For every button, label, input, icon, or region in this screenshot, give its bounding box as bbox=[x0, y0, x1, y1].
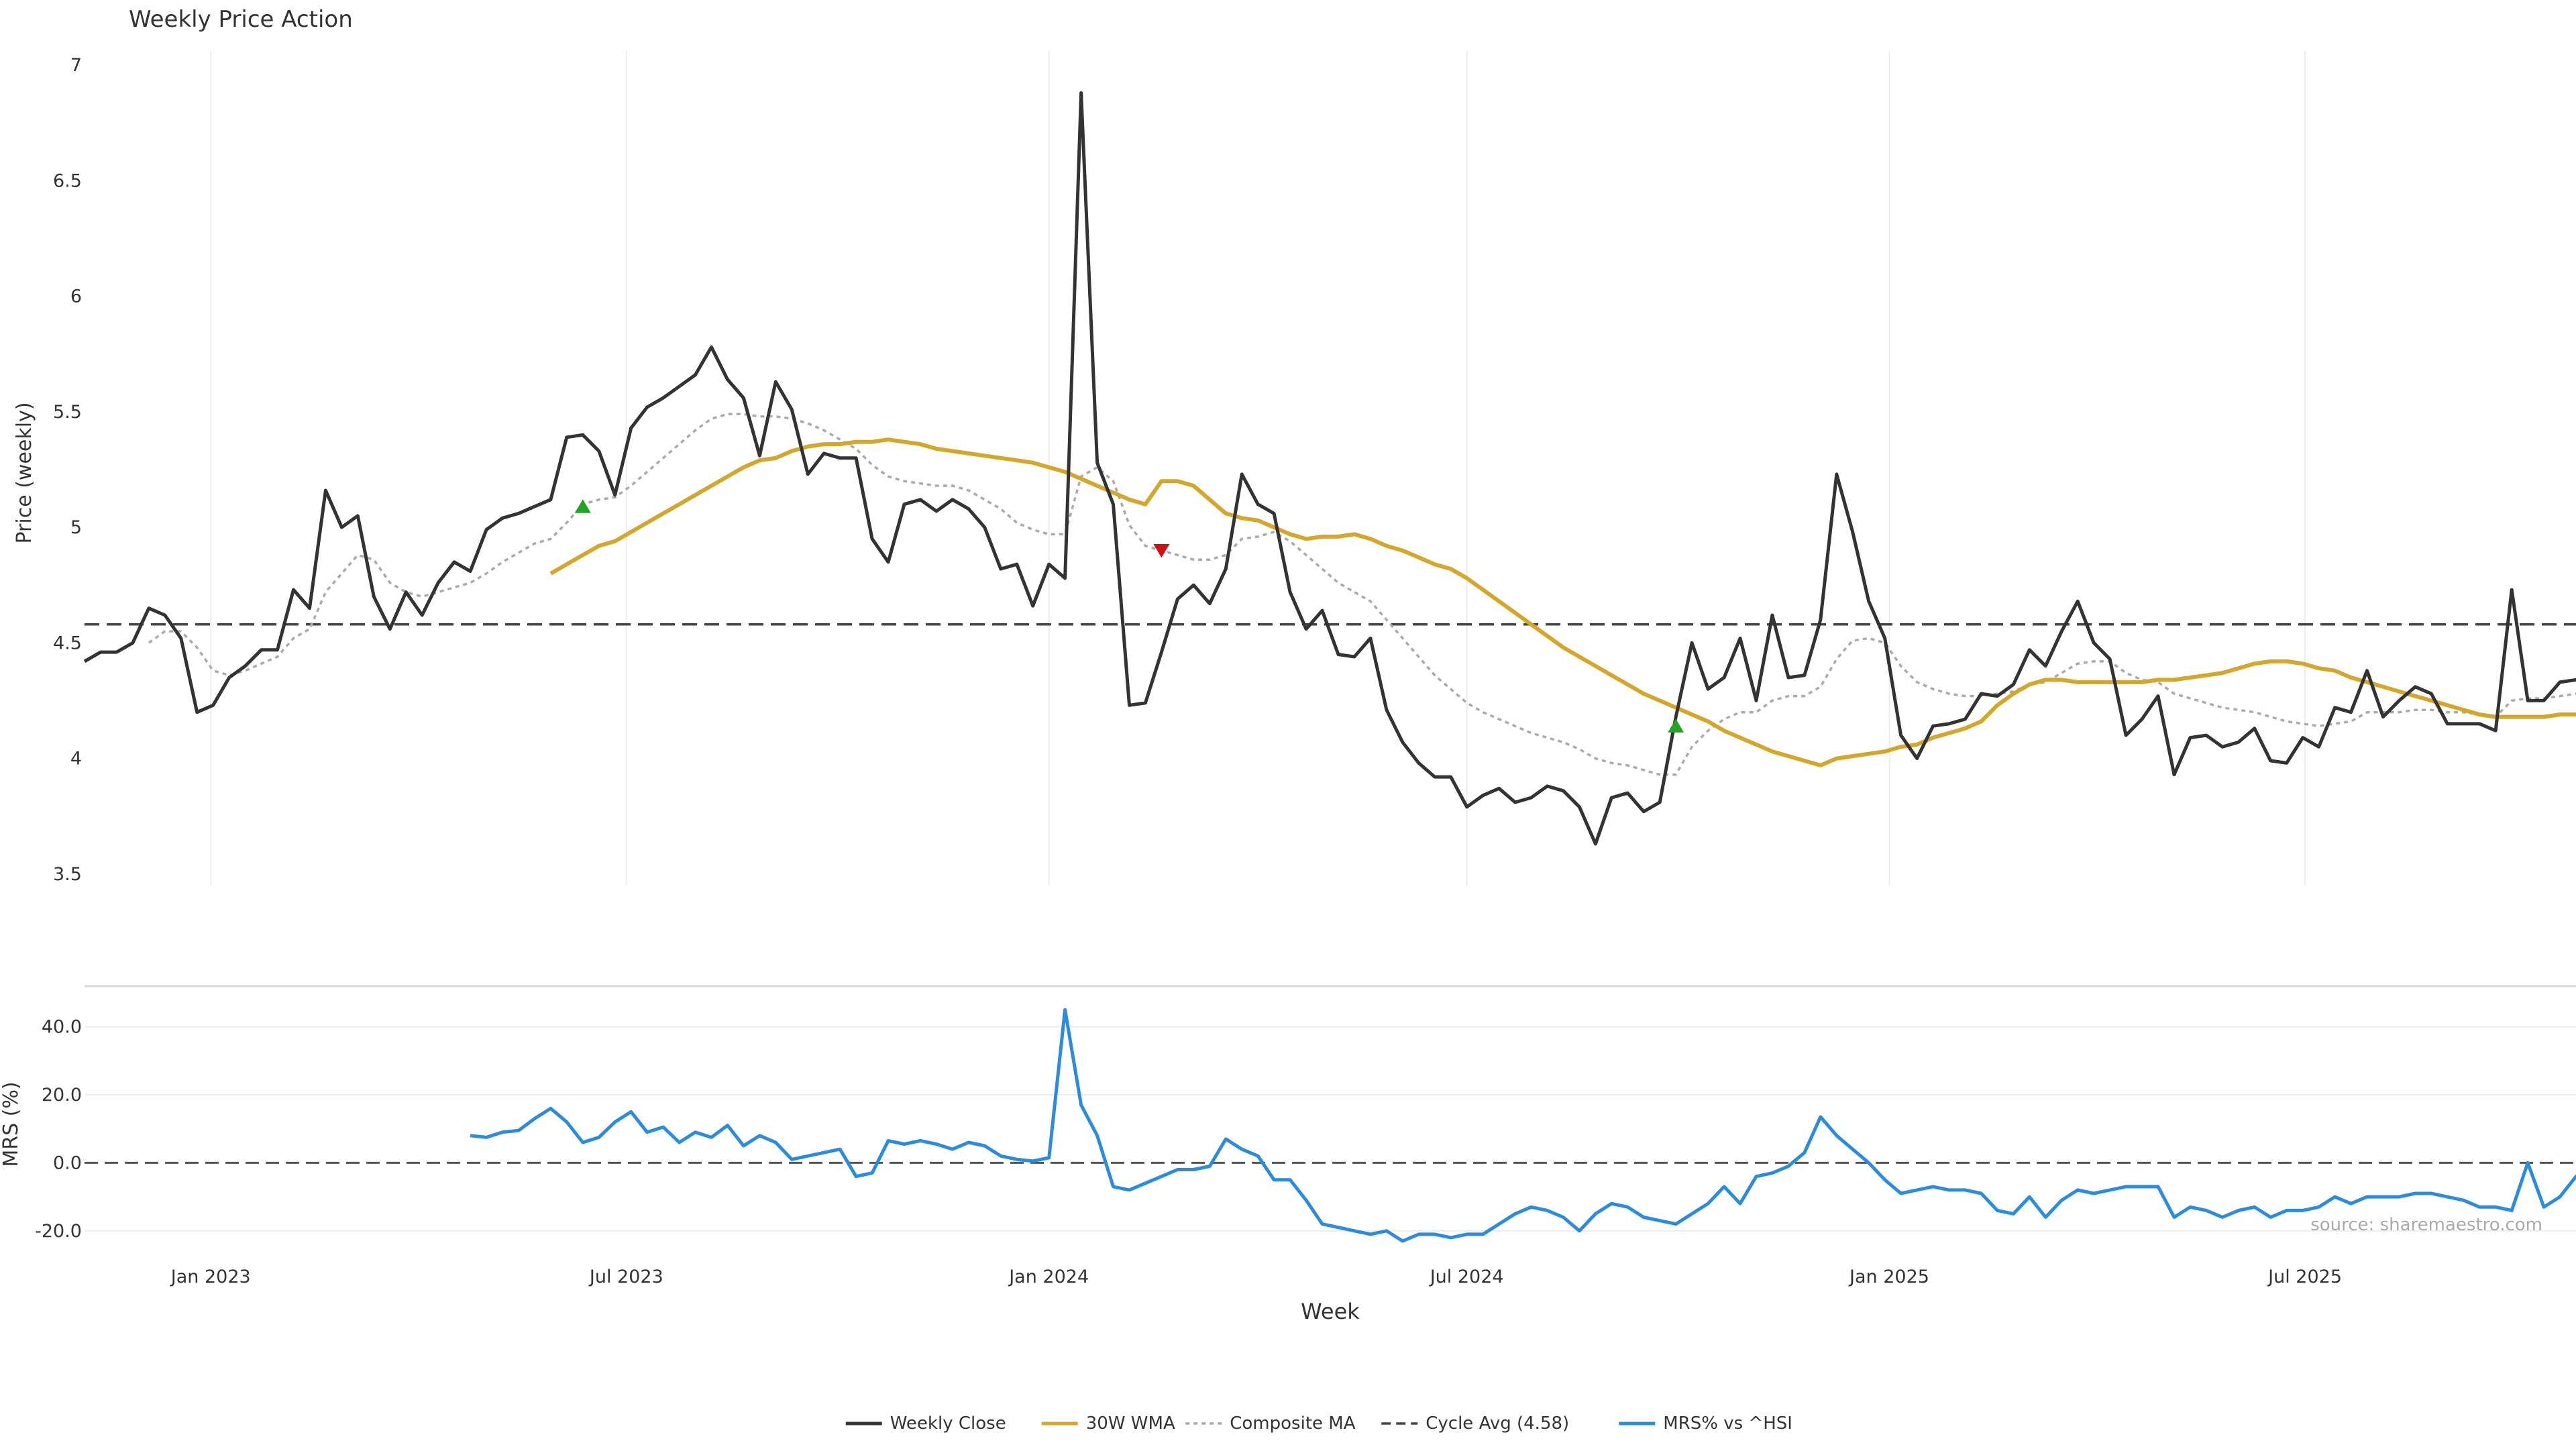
mrs-y-tick-label-40-0: 40.0 bbox=[42, 1017, 82, 1038]
sell-signal-marker-2 bbox=[1153, 543, 1170, 558]
mrs-y-tick-label-20-0: -20.0 bbox=[35, 1221, 82, 1242]
legend-item-30w-wma: 30W WMA bbox=[1041, 1413, 1175, 1434]
price-y-tick-label-7: 7 bbox=[70, 55, 82, 76]
legend-label-cycle-avg-4-58: Cycle Avg (4.58) bbox=[1426, 1413, 1569, 1434]
x-tick-label-jul-2025: Jul 2025 bbox=[2267, 1267, 2342, 1287]
legend-item-mrs-vs-hsi: MRS% vs ^HSI bbox=[1619, 1413, 1792, 1434]
series-mrs-line bbox=[470, 1008, 2576, 1243]
price-panel-signals bbox=[574, 499, 1684, 733]
x-tick-label-jan-2025: Jan 2025 bbox=[1848, 1267, 1929, 1287]
price-y-tick-label-4-5: 4.5 bbox=[53, 633, 82, 653]
price-y-tick-label-5: 5 bbox=[70, 517, 82, 538]
legend-label-30w-wma: 30W WMA bbox=[1086, 1413, 1175, 1434]
price-y-tick-label-6: 6 bbox=[70, 286, 82, 307]
price-y-axis-label: Price (weekly) bbox=[13, 402, 36, 543]
series-30w-wma-line bbox=[549, 437, 2576, 767]
x-axis-ticks: Jan 2023 Jul 2023 Jan 2024 Jul 2024 Jan 2025… bbox=[170, 1267, 2342, 1287]
legend-label-mrs-vs-hsi: MRS% vs ^HSI bbox=[1663, 1413, 1792, 1434]
x-tick-label-jan-2023: Jan 2023 bbox=[170, 1267, 251, 1287]
mrs-y-axis-label: MRS (%) bbox=[0, 1081, 23, 1167]
mrs-panel-lines bbox=[85, 1008, 2576, 1243]
mrs-y-tick-label-0-0: 0.0 bbox=[53, 1152, 82, 1173]
buy-signal-marker-3 bbox=[1668, 718, 1684, 733]
legend-item-cycle-avg-4-58: Cycle Avg (4.58) bbox=[1381, 1413, 1569, 1434]
series-composite-ma-line bbox=[148, 413, 2576, 776]
mrs-panel-y-grid: -20.0 0.0 20.0 40.0 bbox=[35, 1017, 2576, 1242]
price-y-tick-label-5-5: 5.5 bbox=[53, 402, 82, 423]
price-y-tick-label-6-5: 6.5 bbox=[53, 170, 82, 191]
price-panel-lines bbox=[83, 91, 2576, 846]
legend-label-composite-ma: Composite MA bbox=[1230, 1413, 1355, 1434]
legend-item-composite-ma: Composite MA bbox=[1185, 1413, 1356, 1434]
buy-signal-marker-1 bbox=[574, 499, 591, 513]
series-weekly-close-line bbox=[83, 91, 2576, 846]
chart-title: Weekly Price Action bbox=[129, 6, 353, 33]
legend-item-weekly-close: Weekly Close bbox=[845, 1413, 1006, 1434]
legend-label-weekly-close: Weekly Close bbox=[890, 1413, 1006, 1434]
x-tick-label-jan-2024: Jan 2024 bbox=[1008, 1267, 1089, 1287]
source-credit: source: sharemaestro.com bbox=[2310, 1215, 2542, 1235]
x-tick-label-jul-2024: Jul 2024 bbox=[1429, 1267, 1504, 1287]
chart-legend: Weekly Close 30W WMA Composite MA Cycle Avg… bbox=[845, 1413, 1792, 1434]
x-axis-label: Week bbox=[1301, 1299, 1360, 1324]
price-y-tick-label-3-5: 3.5 bbox=[53, 864, 82, 885]
price-panel-y-axis: 3.5 4 4.5 5 5.5 6 6.5 7 bbox=[53, 55, 82, 885]
price-y-tick-label-4: 4 bbox=[70, 749, 82, 769]
x-tick-label-jul-2023: Jul 2023 bbox=[588, 1267, 663, 1287]
mrs-y-tick-label-20-0: 20.0 bbox=[42, 1085, 82, 1106]
